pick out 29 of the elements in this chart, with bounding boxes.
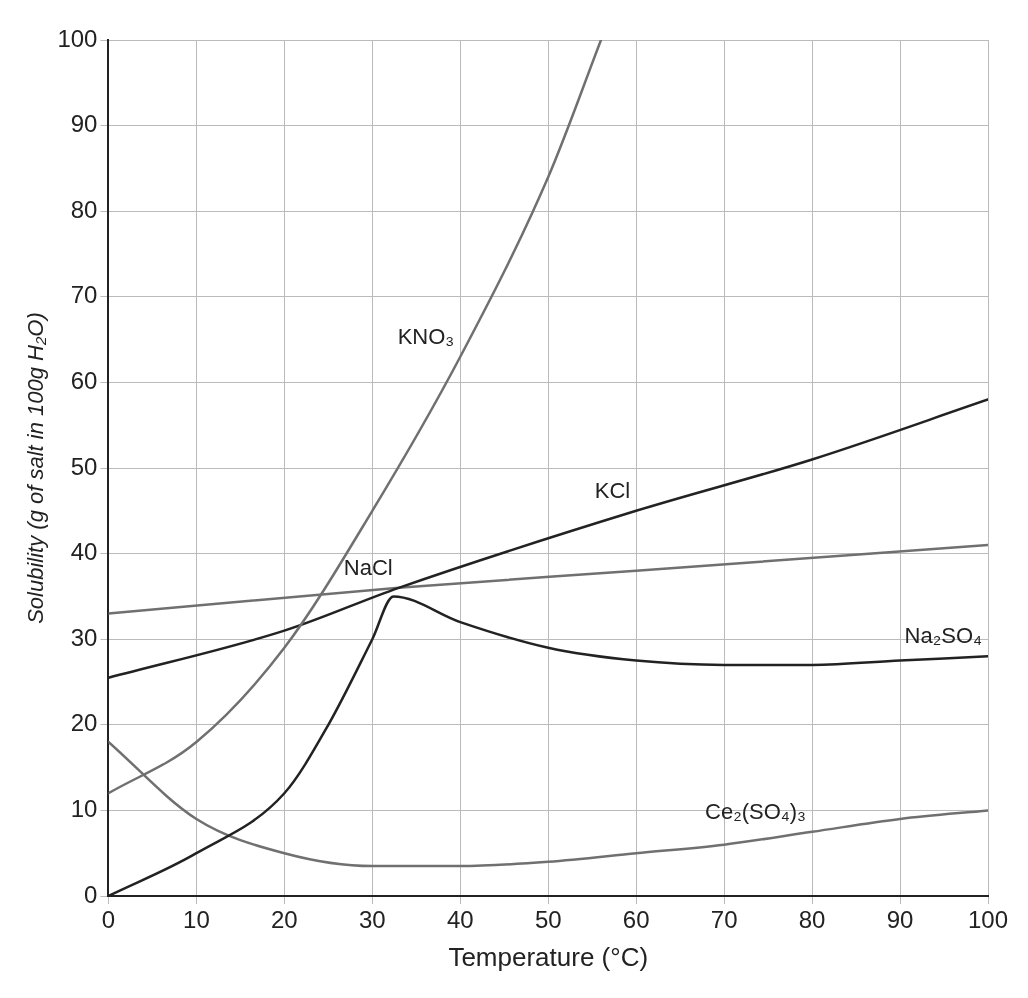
y-tick-label: 20 xyxy=(70,709,98,737)
y-tick-label: 100 xyxy=(57,24,98,52)
y-tick-label: 70 xyxy=(70,281,98,309)
x-tick-label: 70 xyxy=(710,906,738,934)
y-tick-label: 40 xyxy=(70,538,98,566)
annotation: Na₂SO₄ xyxy=(904,623,983,649)
y-tick-label: 60 xyxy=(70,367,98,395)
annotation: NaCl xyxy=(343,554,393,580)
x-tick-label: 30 xyxy=(358,906,386,934)
x-tick-label: 90 xyxy=(886,906,914,934)
x-tick-label: 10 xyxy=(183,906,210,934)
x-tick-label: 60 xyxy=(622,906,650,934)
y-tick-label: 0 xyxy=(84,880,98,908)
y-tick-label: 50 xyxy=(70,452,98,480)
x-tick-label: 80 xyxy=(798,906,826,934)
x-tick-label: 50 xyxy=(534,906,562,934)
x-tick-label: 100 xyxy=(967,906,1009,934)
x-tick-label: 0 xyxy=(101,906,116,934)
y-tick-label: 90 xyxy=(70,110,98,138)
x-tick-label: 20 xyxy=(271,906,298,934)
annotation: KNO₃ xyxy=(397,323,455,349)
x-axis-title: Temperature (°C) xyxy=(448,941,649,972)
y-tick-label: 30 xyxy=(70,623,98,651)
annotation: KCl xyxy=(594,477,631,503)
y-axis-title: Solubility (g of salt in 100g H₂O) xyxy=(23,312,49,624)
y-tick-label: 10 xyxy=(70,795,98,823)
annotation: Ce₂(SO₄)₃ xyxy=(705,798,807,824)
x-tick-label: 40 xyxy=(446,906,474,934)
y-tick-label: 80 xyxy=(70,195,98,223)
